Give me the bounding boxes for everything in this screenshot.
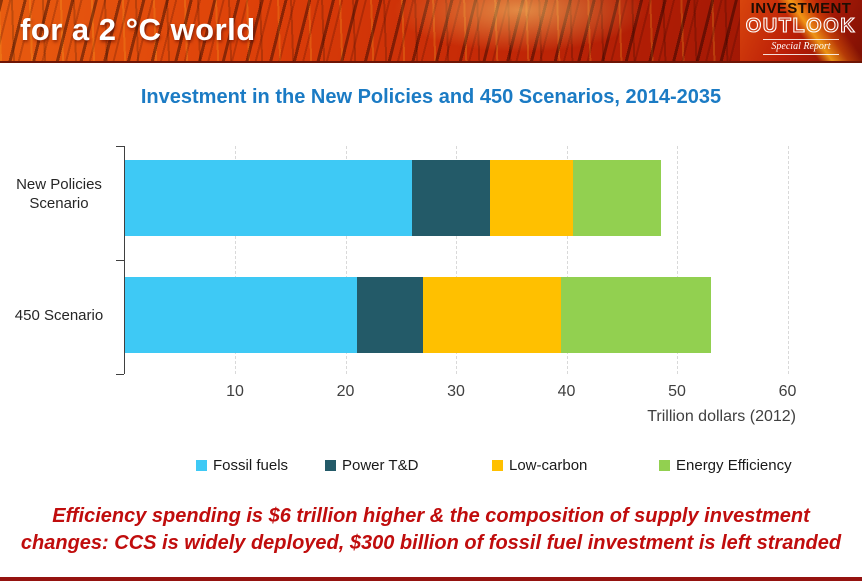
x-tick-label-40: 40: [557, 383, 576, 400]
bar-segment-energy-efficiency-450-scenario: [561, 277, 711, 353]
bar-segment-power-t-d-new-policies: [412, 160, 490, 236]
bar-segment-low-carbon-450-scenario: [423, 277, 562, 353]
legend-swatch: [492, 460, 503, 471]
legend-item-low-carbon: Low-carbon: [492, 457, 587, 474]
footnote-line-1: Efficiency spending is $6 trillion highe…: [52, 505, 810, 527]
legend-swatch: [659, 460, 670, 471]
axis-tick: [116, 146, 124, 147]
footnote: Efficiency spending is $6 trillion highe…: [0, 503, 862, 557]
legend-item-energy-efficiency: Energy Efficiency: [659, 457, 792, 474]
logo-investment-text: INVESTMENT: [750, 0, 852, 17]
x-tick-label-10: 10: [226, 383, 244, 400]
category-axis-line: [124, 146, 125, 374]
legend-item-fossil-fuels: Fossil fuels: [196, 457, 288, 474]
legend-swatch: [325, 460, 336, 471]
axis-tick: [116, 374, 124, 375]
chart-title: Investment in the New Policies and 450 S…: [140, 86, 722, 108]
legend-label: Low-carbon: [509, 457, 588, 474]
gridline: [345, 146, 347, 374]
bar-segment-fossil-fuels-450-scenario: [125, 277, 358, 353]
legend-label: Energy Efficiency: [676, 457, 792, 474]
logo-special-report-text: Special Report: [763, 39, 839, 55]
x-tick-label-20: 20: [336, 383, 355, 400]
legend-label: Power T&D: [342, 457, 419, 474]
legend-item-power-t-d: Power T&D: [325, 457, 418, 474]
gridline: [456, 146, 457, 374]
gridline: [677, 146, 678, 374]
legend-label: Fossil fuels: [213, 457, 289, 474]
gridline: [235, 146, 236, 374]
bar-segment-energy-efficiency-new-policies: [572, 160, 661, 236]
investment-outlook-logo: INVESTMENT OUTLOOK Special Report: [740, 0, 862, 61]
category-label-450-scenario: 450 Scenario: [14, 307, 104, 324]
gridline: [787, 146, 789, 374]
bar-segment-fossil-fuels-new-policies: [125, 160, 413, 236]
gridline: [566, 146, 568, 374]
banner-title: for a 2 °C world: [20, 12, 256, 47]
bar-segment-power-t-d-450-scenario: [357, 277, 424, 353]
legend-swatch: [196, 460, 207, 471]
bottom-divider-line: [0, 577, 862, 581]
x-tick-label-60: 60: [778, 383, 797, 400]
footnote-line-2: changes: CCS is widely deployed, $300 bi…: [20, 532, 842, 554]
x-tick-label-30: 30: [447, 383, 465, 400]
x-tick-label-50: 50: [668, 383, 686, 400]
category-label-new-policies-scenario: New Policies Scenario: [16, 176, 102, 212]
axis-tick: [116, 260, 124, 261]
logo-outlook-text: OUTLOOK: [745, 15, 857, 37]
bar-segment-low-carbon-new-policies: [489, 160, 573, 236]
banner: for a 2 °C world INVESTMENT OUTLOOK Spec…: [0, 0, 862, 63]
x-axis-unit-label: Trillion dollars (2012): [647, 408, 796, 425]
